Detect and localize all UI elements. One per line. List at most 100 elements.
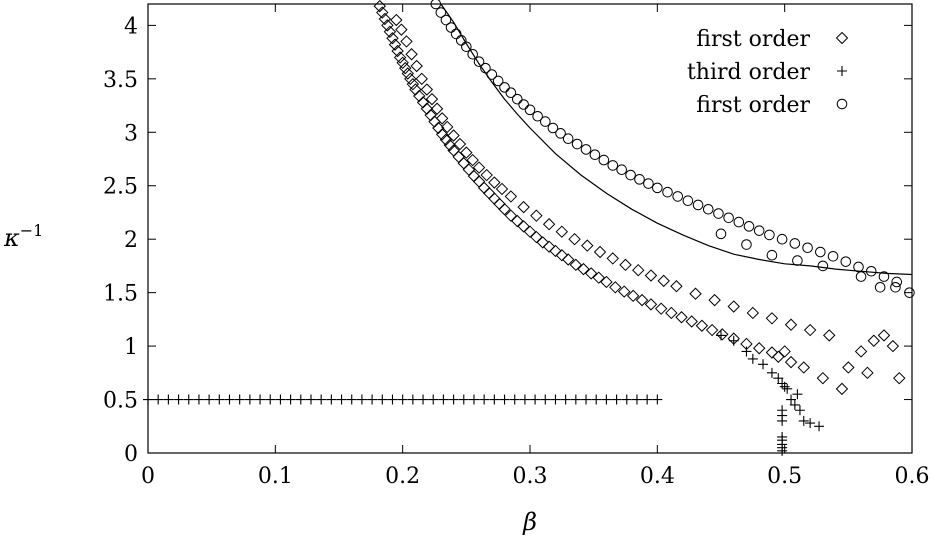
circle-point [836, 98, 848, 110]
circle-point [435, 7, 447, 18]
diamond-point [477, 181, 491, 195]
plus-point [489, 394, 500, 405]
diamond-point [381, 19, 394, 32]
diamond-point [877, 329, 891, 342]
x-tick-label: 0 [141, 464, 155, 489]
y-tick-label: 2.5 [103, 175, 138, 200]
plus-point [143, 394, 153, 405]
plus-point [193, 394, 204, 405]
circle-point [571, 138, 583, 150]
plus-point [805, 418, 816, 429]
plus-point [540, 394, 551, 405]
plus-point [468, 394, 479, 405]
diamond-point [480, 168, 493, 182]
diamond-point [466, 153, 479, 167]
diamond-point [619, 258, 632, 272]
fitted-curve-layer [440, 3, 913, 276]
diamond-point [415, 72, 428, 86]
circle-point [461, 41, 472, 53]
y-axis-label-base: κ [3, 224, 20, 252]
diamond-point [530, 230, 543, 244]
diamond-point [716, 328, 729, 341]
plus-point [244, 394, 255, 405]
y-axis-label-superscript: −1 [20, 221, 44, 240]
plus-point [792, 389, 803, 400]
diamond-point [861, 366, 874, 380]
circle-point [524, 104, 536, 116]
diamond-point [685, 315, 698, 328]
plus-point [642, 394, 653, 405]
circle-point [702, 203, 714, 215]
diamond-point [390, 13, 403, 27]
diamond-point [635, 293, 649, 307]
diamond-point [488, 176, 501, 189]
diamond-point [504, 209, 518, 222]
circle-point [518, 99, 529, 110]
plus-point [265, 394, 276, 405]
diamond-point [416, 96, 430, 109]
diamond-point [778, 345, 791, 358]
circle-point [480, 62, 491, 74]
plus-point [448, 394, 459, 405]
plus-point [581, 394, 592, 405]
diamond-point [404, 72, 417, 86]
diamond-point [555, 249, 569, 262]
plus-point [611, 394, 622, 405]
diamond-point [657, 274, 670, 288]
diamond-point [460, 146, 473, 159]
circle-point [713, 208, 724, 219]
legend: first order third order first order [687, 27, 849, 118]
fitted-curve [440, 3, 913, 276]
diamond-point [401, 67, 414, 80]
diamond-point [606, 252, 619, 265]
diamond-point [410, 59, 423, 73]
circle-point [511, 93, 523, 105]
diamond-point [420, 102, 434, 115]
diamond-point [373, 0, 386, 13]
diamond-point [867, 334, 881, 347]
plus-point [234, 394, 245, 405]
legend-label: first order [696, 93, 810, 118]
plus-point [766, 367, 777, 378]
y-tick-label: 3.5 [103, 68, 138, 93]
diamond-point [435, 128, 449, 141]
circle-point [555, 128, 566, 139]
diamond-point [752, 342, 766, 355]
plus-point [777, 445, 788, 456]
circle-point [692, 199, 704, 211]
diamond-point [400, 35, 413, 48]
x-tick-label: 0.2 [385, 464, 420, 489]
diamond-point [420, 83, 434, 96]
circle-point [607, 160, 619, 171]
circle-point [874, 281, 886, 293]
y-axis-label: κ−1 [3, 221, 43, 252]
circle-point [532, 110, 543, 122]
circle-point [455, 35, 467, 46]
plus-point [773, 373, 784, 384]
plus-point [163, 394, 174, 405]
circle-point [492, 75, 504, 87]
diamond-point [443, 138, 456, 152]
plus-point [428, 394, 439, 405]
diamond-point [654, 302, 668, 315]
x-tick-label: 0.3 [513, 464, 548, 489]
circle-point [891, 276, 903, 288]
plus-point [509, 394, 520, 405]
series-plus [143, 330, 825, 456]
diamond-point [405, 48, 418, 61]
diamond-point [765, 346, 779, 359]
diamond-point [378, 12, 392, 26]
plus-point [728, 335, 739, 346]
y-tick-label: 0.5 [103, 389, 138, 414]
diamond-point [886, 339, 900, 353]
diamond-point [428, 115, 441, 128]
series-diamond [373, 0, 906, 396]
diamond-point [393, 51, 407, 64]
y-tick-label: 3 [124, 121, 138, 146]
diamond-point [695, 319, 709, 332]
diamond-point [530, 209, 543, 222]
diamond-point [495, 182, 509, 196]
diamond-point [388, 38, 402, 51]
plus-point [255, 394, 266, 405]
